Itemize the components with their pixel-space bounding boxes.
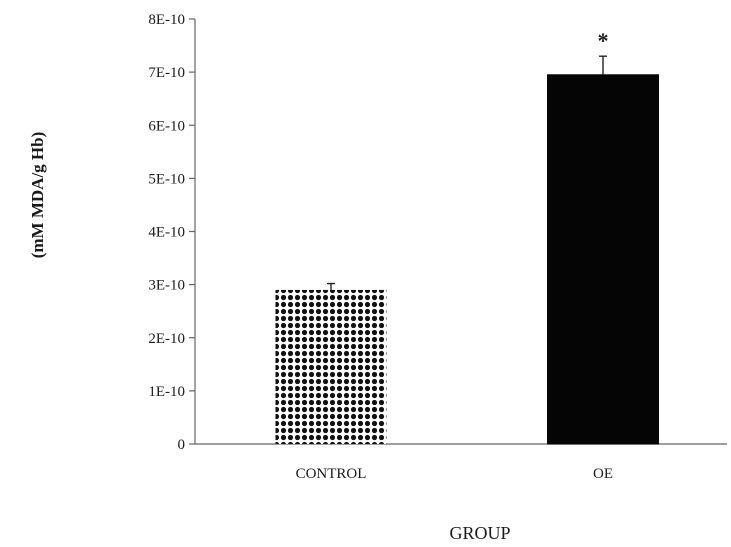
y-tick-label: 6E-10	[148, 118, 185, 134]
annotations: *	[598, 28, 609, 53]
significance-asterisk: *	[598, 28, 609, 53]
x-axis: CONTROL OE	[195, 443, 727, 482]
bar-control	[275, 289, 387, 444]
y-tick-label: 0	[178, 437, 186, 453]
y-axis-title: (mM MDA/g Hb)	[28, 132, 47, 259]
y-tick-label: 8E-10	[148, 12, 185, 28]
y-tick-label: 4E-10	[148, 225, 185, 241]
error-bars	[327, 55, 607, 290]
x-tick-label: OE	[593, 466, 613, 482]
y-tick-label: 7E-10	[148, 65, 185, 81]
y-tick-label: 3E-10	[148, 278, 185, 294]
bar-oe	[547, 74, 659, 445]
x-axis-title: GROUP	[449, 523, 510, 543]
bars	[275, 74, 659, 445]
y-tick-label: 2E-10	[148, 331, 185, 347]
y-axis: 0 1E-10 2E-10 3E-10 4E-10 5E-10 6E-10 7E-10 8E-1…	[148, 12, 196, 453]
y-tick-label: 5E-10	[148, 171, 185, 187]
x-tick-label: CONTROL	[296, 466, 367, 482]
y-tick-label: 1E-10	[148, 384, 185, 400]
